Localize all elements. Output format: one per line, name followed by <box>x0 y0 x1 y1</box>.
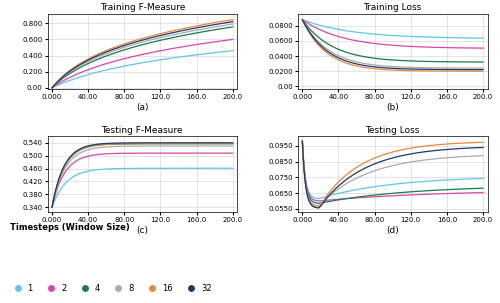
Legend: 1, 2, 4, 8, 16, 32: 1, 2, 4, 8, 16, 32 <box>9 284 211 293</box>
X-axis label: (c): (c) <box>136 226 148 235</box>
X-axis label: (a): (a) <box>136 103 148 112</box>
Text: Timesteps (Window Size): Timesteps (Window Size) <box>10 223 130 232</box>
Title: Testing F-Measure: Testing F-Measure <box>102 126 183 135</box>
Title: Training F-Measure: Training F-Measure <box>100 3 185 12</box>
X-axis label: (b): (b) <box>386 103 399 112</box>
X-axis label: (d): (d) <box>386 226 399 235</box>
Title: Training Loss: Training Loss <box>364 3 422 12</box>
Title: Testing Loss: Testing Loss <box>366 126 420 135</box>
